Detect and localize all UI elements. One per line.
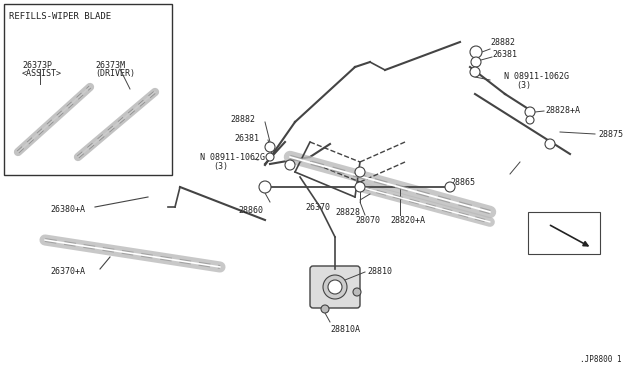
Text: N 08911-1062G: N 08911-1062G [200,153,265,161]
Circle shape [285,160,295,170]
Circle shape [353,288,361,296]
Text: (DRIVER): (DRIVER) [95,68,135,77]
Text: 28820+A: 28820+A [390,215,425,224]
Text: (3): (3) [516,80,531,90]
Circle shape [265,142,275,152]
Text: 28882: 28882 [230,115,255,124]
Text: FRONT: FRONT [533,220,563,230]
Circle shape [471,57,481,67]
Text: 26370+A: 26370+A [50,267,85,276]
Text: 26370: 26370 [305,202,330,212]
Circle shape [266,153,274,161]
Text: 28828+A: 28828+A [545,106,580,115]
Circle shape [525,107,535,117]
Text: 28875: 28875 [598,129,623,138]
Text: .JP8800 1: .JP8800 1 [580,355,621,364]
Circle shape [355,182,365,192]
Text: 28810A: 28810A [330,325,360,334]
Circle shape [321,305,329,313]
Text: 26373P: 26373P [22,61,52,70]
Circle shape [355,167,365,177]
Text: N 08911-1062G: N 08911-1062G [504,71,569,80]
Circle shape [445,182,455,192]
Text: 28860: 28860 [238,205,263,215]
Text: 26380+A: 26380+A [50,205,85,214]
Circle shape [545,139,555,149]
FancyBboxPatch shape [310,266,360,308]
Text: 28865: 28865 [450,177,475,186]
Text: (3): (3) [213,161,228,170]
Circle shape [470,46,482,58]
FancyBboxPatch shape [528,212,600,254]
Circle shape [328,280,342,294]
Text: 28828: 28828 [335,208,360,217]
Circle shape [323,275,347,299]
Text: REFILLS-WIPER BLADE: REFILLS-WIPER BLADE [9,12,111,21]
Text: 26381: 26381 [234,134,259,142]
Circle shape [259,181,271,193]
Text: 28882: 28882 [490,38,515,46]
Text: <ASSIST>: <ASSIST> [22,68,62,77]
Text: 26373M: 26373M [95,61,125,70]
Circle shape [526,116,534,124]
Text: 26381: 26381 [492,49,517,58]
FancyBboxPatch shape [4,4,172,175]
Circle shape [470,67,480,77]
Text: 28070: 28070 [355,215,380,224]
Text: 28810: 28810 [367,267,392,276]
